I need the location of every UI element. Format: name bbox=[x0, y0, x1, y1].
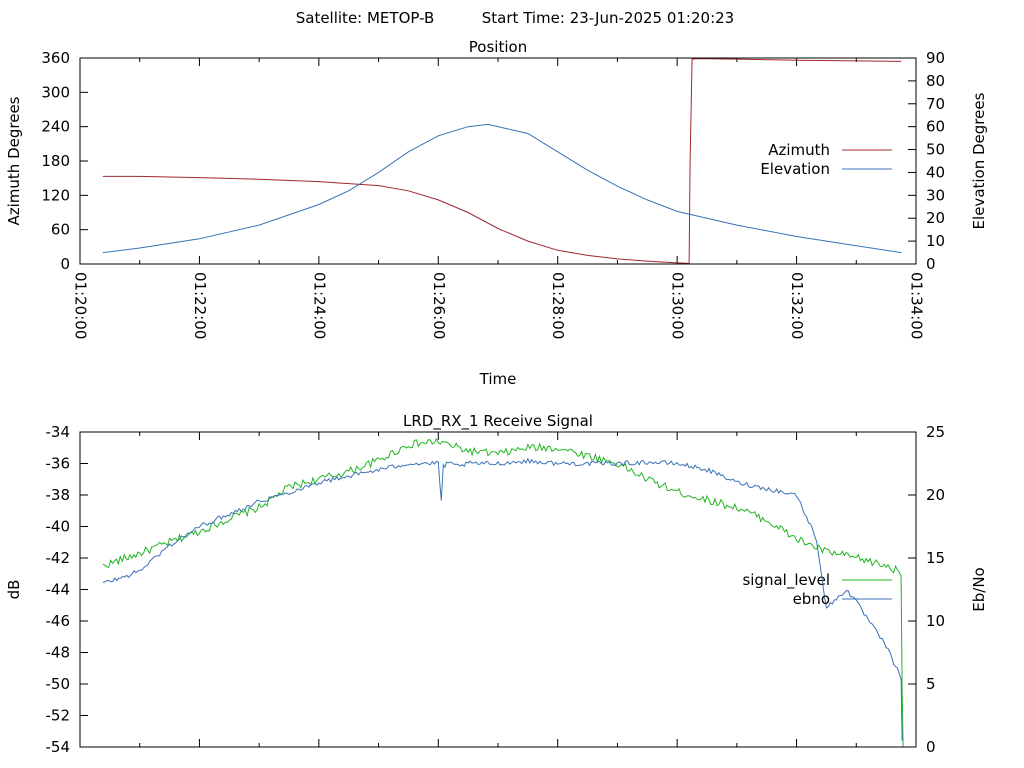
legend-label-Azimuth: Azimuth bbox=[768, 141, 830, 159]
y2-tick-label: 40 bbox=[926, 163, 945, 181]
y2-tick-label: 25 bbox=[926, 423, 945, 441]
y-axis-label: dB bbox=[5, 580, 23, 600]
y-tick-label: 120 bbox=[41, 186, 70, 204]
x-tick-label: 01:32:00 bbox=[788, 272, 806, 339]
y-tick-label: -54 bbox=[46, 738, 71, 756]
receive-signal-chart: LRD_RX_1 Receive Signal -54 -52 -50 -48 -46 -4… bbox=[5, 412, 988, 756]
y2-tick-label: 5 bbox=[926, 675, 936, 693]
series-line-Elevation bbox=[102, 123, 902, 254]
x-tick-label: 01:20:00 bbox=[72, 272, 90, 339]
y-tick-label: 60 bbox=[51, 221, 70, 239]
y2-axis-label: Eb/No bbox=[970, 567, 988, 611]
x-tick-label: 01:26:00 bbox=[430, 272, 448, 339]
y2-tick-label: 20 bbox=[926, 209, 945, 227]
y2-tick-label: 70 bbox=[926, 95, 945, 113]
y-tick-label: -40 bbox=[46, 518, 71, 536]
y-axis-label: Azimuth Degrees bbox=[5, 96, 23, 225]
plot-frame bbox=[79, 431, 917, 748]
y-tick-label: -42 bbox=[46, 549, 71, 567]
y2-tick-label: 0 bbox=[926, 738, 936, 756]
chart-title: Position bbox=[469, 38, 527, 56]
y2-tick-label: 10 bbox=[926, 612, 945, 630]
y-tick-label: -38 bbox=[46, 486, 71, 504]
y-tick-label: 360 bbox=[41, 49, 70, 67]
y2-tick-label: 50 bbox=[926, 141, 945, 159]
x-tick-label: 01:30:00 bbox=[669, 272, 687, 339]
y2-axis-label: Elevation Degrees bbox=[970, 92, 988, 229]
y-tick-label: 240 bbox=[41, 118, 70, 136]
series-line-ebno bbox=[102, 457, 903, 741]
y2-tick-label: 80 bbox=[926, 72, 945, 90]
x-tick-label: 01:34:00 bbox=[908, 272, 926, 339]
x-tick-label: 01:22:00 bbox=[191, 272, 209, 339]
satellite-label: Satellite: METOP-B bbox=[296, 9, 435, 27]
position-chart: Position 01:20:00 01:22:00 01:24:00 01:26:00… bbox=[5, 38, 988, 388]
y-tick-label: -52 bbox=[46, 707, 71, 725]
y-tick-label: -44 bbox=[46, 581, 71, 599]
series-line-signal_level bbox=[102, 437, 904, 748]
y-tick-label: 300 bbox=[41, 83, 70, 101]
y-tick-label: -36 bbox=[46, 455, 71, 473]
y-tick-label: 180 bbox=[41, 152, 70, 170]
x-tick-label: 01:24:00 bbox=[310, 272, 328, 339]
legend-label-Elevation: Elevation bbox=[760, 160, 830, 178]
y2-tick-label: 60 bbox=[926, 118, 945, 136]
y-tick-label: -48 bbox=[46, 644, 71, 662]
y-tick-label: -46 bbox=[46, 612, 71, 630]
y2-tick-label: 20 bbox=[926, 486, 945, 504]
y2-tick-label: 90 bbox=[926, 49, 945, 67]
series-line-Azimuth bbox=[102, 58, 902, 264]
start-time-label: Start Time: 23-Jun-2025 01:20:23 bbox=[482, 9, 734, 27]
y2-tick-label: 15 bbox=[926, 549, 945, 567]
legend-label-signal_level: signal_level bbox=[742, 571, 830, 590]
y2-tick-label: 0 bbox=[926, 255, 936, 273]
y-tick-label: -34 bbox=[46, 423, 71, 441]
y-tick-label: 0 bbox=[60, 255, 70, 273]
y2-tick-label: 30 bbox=[926, 186, 945, 204]
x-axis-label: Time bbox=[479, 370, 517, 388]
chart-title: LRD_RX_1 Receive Signal bbox=[403, 412, 593, 431]
y-tick-label: -50 bbox=[46, 675, 71, 693]
plot-frame bbox=[79, 57, 917, 265]
x-tick-label: 01:28:00 bbox=[549, 272, 567, 339]
legend-label-ebno: ebno bbox=[793, 590, 830, 608]
y2-tick-label: 10 bbox=[926, 232, 945, 250]
